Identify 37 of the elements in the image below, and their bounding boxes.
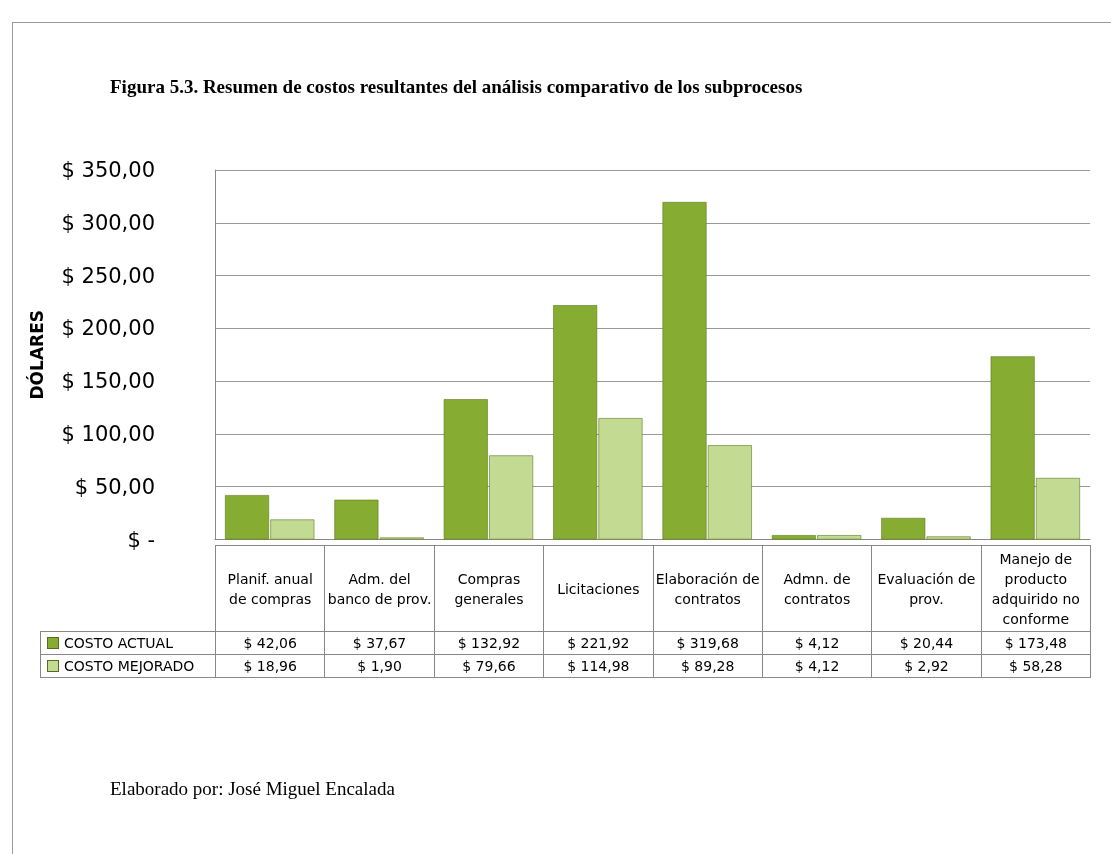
y-tick-label: $ 50,00 — [74, 474, 155, 499]
data-label: $ 20,44 — [871, 631, 982, 655]
x-tick-label: Compras generales — [434, 545, 544, 632]
y-tick-label: $ 250,00 — [61, 263, 155, 288]
x-tick-label: Planif. anual de compras — [215, 545, 325, 632]
data-label: $ 319,68 — [653, 631, 763, 655]
data-label: $ 89,28 — [653, 654, 763, 678]
data-label: $ 37,67 — [324, 631, 435, 655]
data-label: $ 4,12 — [762, 654, 872, 678]
x-tick-label: Manejo de producto adquirido no conforme — [981, 545, 1091, 632]
data-label: $ 18,96 — [215, 654, 325, 678]
x-tick-label: Licitaciones — [543, 545, 653, 632]
y-tick-label: $ 350,00 — [61, 158, 155, 182]
y-tick-label: $ 150,00 — [61, 369, 155, 394]
x-tick-label: Admn. de contratos — [762, 545, 872, 632]
text: Elaborado por: José Miguel Encalada — [110, 778, 395, 800]
data-label: $ 114,98 — [543, 654, 653, 678]
data-label: $ 2,92 — [871, 654, 982, 678]
data-label: $ 4,12 — [762, 631, 872, 655]
data-label: $ 132,92 — [434, 631, 544, 655]
data-label: $ 79,66 — [434, 654, 544, 678]
data-label: $ 1,90 — [324, 654, 435, 678]
y-tick-label: $ - — [127, 527, 155, 552]
y-tick-label: $ 200,00 — [61, 316, 155, 341]
y-tick-label: $ 300,00 — [61, 210, 155, 235]
x-tick-label: Evaluación de prov. — [871, 545, 982, 632]
legend-label: COSTO ACTUAL — [40, 631, 216, 655]
chart-title: Figura 5.3. Resumen de costos resultantes del análisis comparativo de los subprocesos — [110, 76, 804, 98]
x-tick-label: Elaboración de contratos — [653, 545, 763, 632]
data-label: $ 173,48 — [981, 631, 1091, 655]
y-axis-title: DÓLARES — [25, 310, 47, 400]
data-label: $ 42,06 — [215, 631, 325, 655]
y-tick-label: $ 100,00 — [61, 421, 155, 446]
legend-label: COSTO MEJORADO — [40, 654, 216, 678]
data-label: $ 58,28 — [981, 654, 1091, 678]
x-tick-label: Adm. del banco de prov. — [324, 545, 435, 632]
data-label: $ 221,92 — [543, 631, 653, 655]
